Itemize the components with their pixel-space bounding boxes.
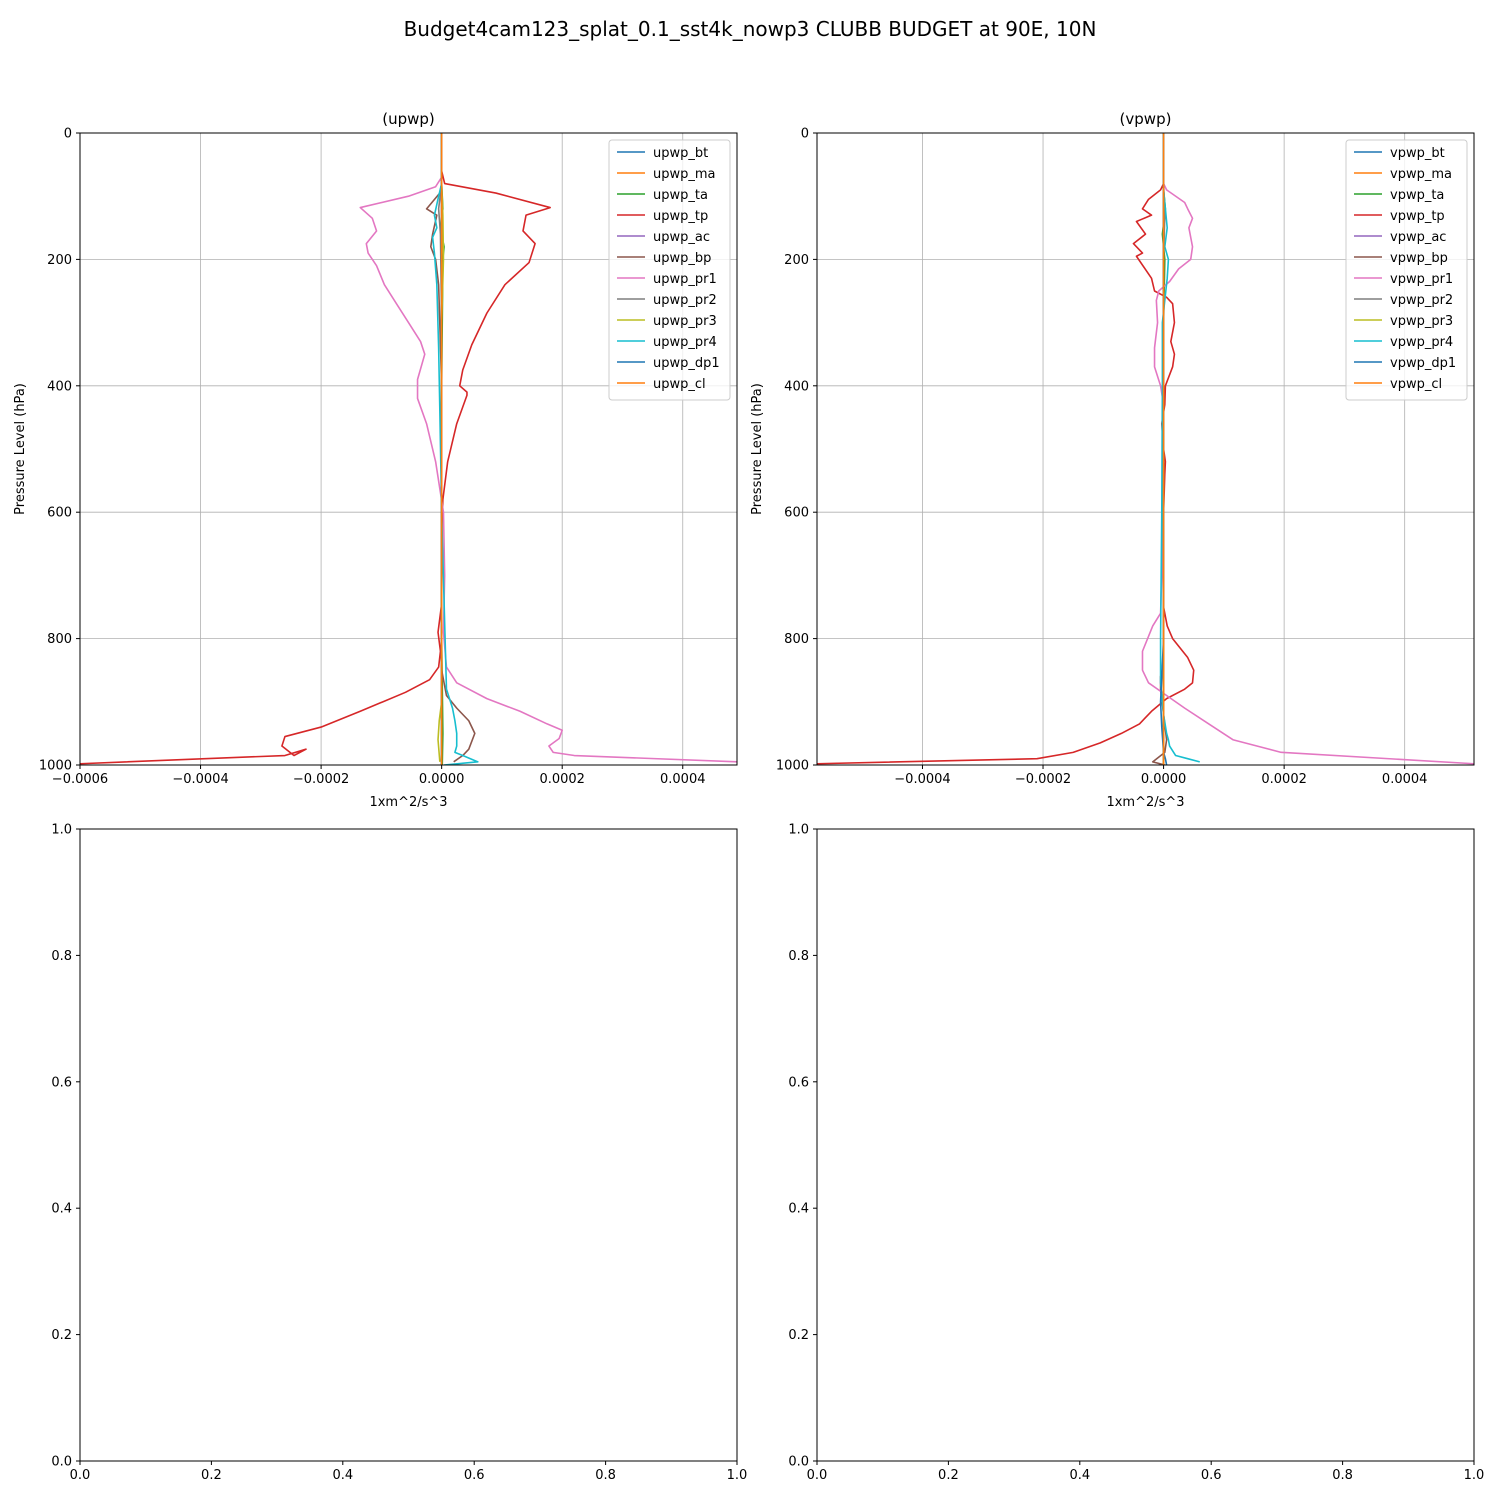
series-line-upwp_pr4 (431, 133, 479, 765)
x-axis-label: 1xm^2/s^3 (369, 795, 447, 810)
y-tick-label: 600 (784, 506, 809, 521)
legend-label-upwp_pr1: upwp_pr1 (653, 272, 717, 287)
y-tick-label: 600 (47, 506, 72, 521)
series-line-vpwp_pr4 (1159, 133, 1200, 763)
legend-label-upwp_cl: upwp_cl (653, 377, 706, 392)
y-tick-label: 1.0 (51, 823, 72, 838)
y-tick-label: 1.0 (788, 823, 809, 838)
y-tick-label: 400 (47, 379, 72, 394)
subplot-4: 0.0 0.2 0.4 0.6 0.8 1.0 0.0 0.2 0.4 0.6 0.8 1.0 (788, 823, 1484, 1484)
y-tick-label: 200 (784, 253, 809, 268)
x-tick-label: 0.6 (1201, 1468, 1222, 1483)
series-lines (817, 133, 1474, 765)
y-tick-label: 0.6 (788, 1075, 809, 1090)
legend-frame (1345, 139, 1468, 401)
series-line-upwp_pr1 (359, 133, 737, 763)
legend-label-upwp_dp1: upwp_dp1 (653, 356, 720, 371)
y-tick-label: 0.6 (51, 1075, 72, 1090)
series-lines (80, 133, 737, 765)
x-tick-label: −0.0004 (172, 772, 228, 787)
legend-label-vpwp_dp1: vpwp_dp1 (1390, 356, 1456, 371)
legend-label-vpwp_ac: vpwp_ac (1390, 230, 1446, 245)
subplot-1: −0.0006 −0.0004 −0.0002 0.0000 0.0002 0.0004 0… (13, 110, 738, 810)
legend: vpwp_bt vpwp_ma vpwp_ta vpwp_tp vpwp_ac vpwp_… (1345, 139, 1468, 401)
x-tick-label: 0.4 (1069, 1468, 1090, 1483)
legend-frame (608, 139, 731, 401)
legend-label-upwp_pr3: upwp_pr3 (653, 314, 717, 329)
y-tick-label: 0 (64, 127, 72, 142)
legend-label-vpwp_pr1: vpwp_pr1 (1390, 272, 1453, 287)
figure-suptitle: Budget4cam123_splat_0.1_sst4k_nowp3 CLUB… (404, 17, 1097, 41)
legend-label-vpwp_ma: vpwp_ma (1390, 167, 1452, 182)
x-tick-label: 0.8 (595, 1468, 616, 1483)
legend-label-upwp_ma: upwp_ma (653, 167, 716, 182)
x-tick-label: 1.0 (727, 1468, 748, 1483)
axes-frame (816, 828, 1475, 1462)
x-tick-label: 0.0000 (419, 772, 465, 787)
y-tick-label: 400 (784, 379, 809, 394)
y-tick-label: 800 (784, 632, 809, 647)
legend-label-vpwp_ta: vpwp_ta (1390, 188, 1444, 203)
legend-label-vpwp_bp: vpwp_bp (1390, 251, 1448, 266)
x-tick-label: 0.2 (938, 1468, 959, 1483)
axes-frame (79, 132, 738, 766)
legend-label-upwp_ta: upwp_ta (653, 188, 708, 203)
y-tick-label: 1000 (39, 759, 72, 774)
x-tick-label: 0.4 (332, 1468, 353, 1483)
y-tick-label: 0.8 (788, 949, 809, 964)
x-axis-label: 1xm^2/s^3 (1106, 795, 1184, 810)
x-tick-label: −0.0002 (1015, 772, 1071, 787)
legend-label-upwp_pr2: upwp_pr2 (653, 293, 717, 308)
x-tick-label: 0.0004 (660, 772, 706, 787)
legend: upwp_bt upwp_ma upwp_ta upwp_tp upwp_ac upwp_… (608, 139, 731, 401)
y-tick-label: 0 (801, 127, 809, 142)
legend-label-upwp_tp: upwp_tp (653, 209, 708, 224)
legend-label-upwp_bt: upwp_bt (653, 146, 708, 161)
x-tick-label: 0.6 (464, 1468, 485, 1483)
legend-label-upwp_bp: upwp_bp (653, 251, 711, 266)
legend-label-vpwp_tp: vpwp_tp (1390, 209, 1445, 224)
y-tick-label: 0.2 (788, 1328, 809, 1343)
subplot-title: (vpwp) (1120, 110, 1172, 128)
y-tick-label: 0.2 (51, 1328, 72, 1343)
y-tick-label: 800 (47, 632, 72, 647)
x-tick-label: −0.0006 (52, 772, 108, 787)
legend-label-vpwp_pr4: vpwp_pr4 (1390, 335, 1453, 350)
y-axis-label: Pressure Level (hPa) (750, 383, 765, 515)
x-tick-label: 0.0002 (539, 772, 585, 787)
x-tick-label: 0.0 (807, 1468, 828, 1483)
x-tick-label: −0.0002 (293, 772, 349, 787)
legend-label-vpwp_bt: vpwp_bt (1390, 146, 1445, 161)
axes-frame (816, 132, 1475, 766)
axes-frame (79, 828, 738, 1462)
legend-label-upwp_pr4: upwp_pr4 (653, 335, 717, 350)
y-tick-label: 0.4 (51, 1202, 72, 1217)
y-tick-label: 200 (47, 253, 72, 268)
legend-label-vpwp_pr2: vpwp_pr2 (1390, 293, 1453, 308)
subplot-grid: −0.0006 −0.0004 −0.0002 0.0000 0.0002 0.00040… (13, 110, 1484, 1483)
y-tick-label: 0.8 (51, 949, 72, 964)
x-tick-label: −0.0004 (894, 772, 950, 787)
y-tick-label: 0.4 (788, 1202, 809, 1217)
x-tick-label: 0.0004 (1382, 772, 1428, 787)
legend-label-vpwp_cl: vpwp_cl (1390, 377, 1442, 392)
y-tick-label: 1000 (776, 759, 809, 774)
y-axis-label: Pressure Level (hPa) (13, 383, 28, 515)
x-tick-label: 0.8 (1332, 1468, 1353, 1483)
legend-label-vpwp_pr3: vpwp_pr3 (1390, 314, 1453, 329)
subplot-title: (upwp) (382, 110, 435, 128)
subplot-3: 0.0 0.2 0.4 0.6 0.8 1.0 0.0 0.2 0.4 0.6 0.8 1.0 (51, 823, 747, 1484)
legend-label-upwp_ac: upwp_ac (653, 230, 710, 245)
x-tick-label: 0.0 (70, 1468, 91, 1483)
subplot-2: −0.0004 −0.0002 0.0000 0.0002 0.0004 0 200 400 6… (750, 110, 1475, 810)
x-tick-label: 0.2 (201, 1468, 222, 1483)
series-line-upwp_tp (80, 133, 551, 765)
x-tick-label: 0.0000 (1141, 772, 1187, 787)
x-tick-label: 0.0002 (1261, 772, 1307, 787)
x-tick-label: 1.0 (1464, 1468, 1485, 1483)
y-tick-label: 0.0 (788, 1455, 809, 1470)
y-tick-label: 0.0 (51, 1455, 72, 1470)
